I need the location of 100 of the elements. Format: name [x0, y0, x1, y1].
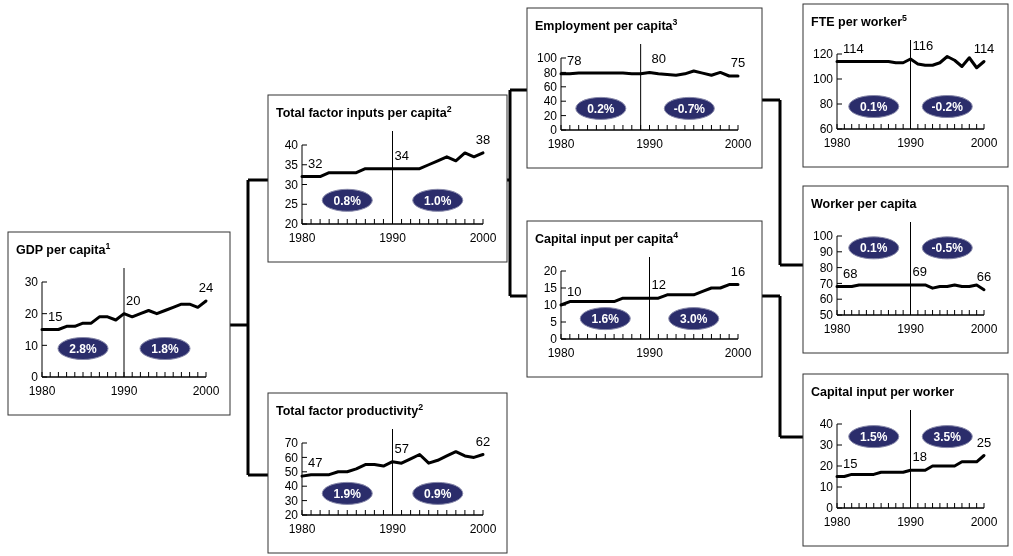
- chart-title: Capital input per worker: [811, 385, 955, 399]
- x-tick-label: 1980: [823, 515, 851, 529]
- chart-title: Total factor inputs per capita$^{2}$: [276, 104, 452, 120]
- y-tick-label: 10: [819, 480, 834, 495]
- x-tick-label: 1980: [823, 136, 851, 150]
- annotation: 25: [976, 434, 992, 450]
- annotation: 18: [912, 449, 927, 465]
- y-tick-label: 20: [543, 264, 558, 279]
- y-tick-label: 40: [543, 94, 558, 109]
- y-tick-label: 20: [284, 217, 299, 232]
- annotation: 1.0%: [424, 193, 452, 208]
- y-tick-label: 60: [819, 122, 834, 137]
- annotation: 1.9%: [333, 486, 362, 501]
- y-tick-label: 90: [819, 245, 834, 259]
- annotation: 66: [976, 268, 992, 284]
- annotation: 80: [651, 51, 666, 67]
- annotation: 1.8%: [151, 341, 179, 356]
- y-tick-label: 50: [819, 308, 834, 323]
- y-tick-label: 40: [284, 138, 299, 153]
- x-tick-label: 1980: [288, 522, 316, 536]
- y-tick-label: 0: [826, 501, 834, 516]
- chart-title: GDP per capita$^{1}$: [16, 241, 111, 257]
- x-tick-label: 1980: [28, 384, 56, 398]
- y-tick-label: 30: [284, 177, 299, 192]
- x-tick-label: 1990: [897, 322, 925, 336]
- annotation: -0.2%: [931, 99, 964, 114]
- y-tick-label: 80: [819, 260, 834, 275]
- annotation: 114: [843, 40, 864, 56]
- y-tick-label: 20: [24, 306, 39, 321]
- x-tick-label: 2000: [724, 346, 752, 360]
- x-tick-label: 2000: [469, 522, 497, 536]
- x-tick-label: 1990: [110, 384, 138, 398]
- y-tick-label: 15: [543, 281, 558, 296]
- annotation: 15: [843, 455, 858, 471]
- x-tick-label: 1980: [823, 322, 851, 336]
- x-tick-label: 1990: [636, 137, 664, 151]
- annotation: 15: [48, 308, 63, 324]
- chart-title: FTE per worker$^{5}$: [811, 13, 907, 29]
- y-tick-label: 80: [819, 97, 834, 112]
- annotation: 0.1%: [860, 241, 888, 256]
- annotation: 0.8%: [333, 193, 362, 208]
- annotation: 1.5%: [860, 429, 888, 444]
- x-tick-label: 2000: [970, 136, 998, 150]
- x-tick-label: 2000: [192, 384, 220, 398]
- x-tick-label: 1990: [379, 231, 407, 245]
- chart-title: Worker per capita: [811, 197, 918, 211]
- y-tick-label: 20: [284, 508, 299, 523]
- y-tick-label: 100: [536, 51, 558, 66]
- x-tick-label: 1980: [547, 346, 575, 360]
- y-tick-label: 0: [550, 332, 558, 347]
- annotation: 116: [912, 38, 934, 53]
- annotation: 12: [651, 277, 666, 293]
- annotation: 10: [567, 284, 582, 299]
- y-tick-label: 5: [550, 315, 558, 330]
- y-tick-label: 60: [543, 80, 558, 94]
- y-tick-label: 0: [550, 123, 558, 138]
- chart-title: Total factor productivity$^{2}$: [276, 402, 424, 418]
- x-tick-label: 1990: [897, 515, 925, 529]
- y-tick-label: 20: [543, 108, 558, 123]
- annotation: 0.1%: [860, 99, 888, 114]
- annotation: 78: [567, 52, 582, 68]
- annotation: -0.7%: [673, 101, 706, 116]
- annotation: 20: [126, 292, 141, 308]
- y-tick-label: 70: [284, 436, 299, 451]
- x-tick-label: 2000: [469, 231, 497, 245]
- annotation: 38: [475, 131, 491, 147]
- annotation: -0.5%: [931, 241, 964, 256]
- chart-title: Employment per capita$^{3}$: [535, 17, 678, 33]
- annotation: 75: [730, 55, 746, 70]
- y-tick-label: 10: [24, 338, 39, 353]
- y-tick-label: 30: [24, 275, 39, 290]
- annotation: 0.2%: [587, 101, 615, 116]
- y-tick-label: 40: [819, 417, 834, 432]
- y-tick-label: 30: [819, 438, 834, 453]
- y-tick-label: 10: [543, 298, 558, 313]
- chart-title: Capital input per capita$^{4}$: [535, 230, 679, 246]
- annotation: 114: [973, 40, 995, 56]
- annotation: 68: [843, 265, 858, 281]
- y-tick-label: 40: [284, 479, 299, 494]
- annotation: 34: [394, 147, 409, 163]
- annotation: 3.0%: [680, 311, 708, 326]
- x-tick-label: 1980: [288, 231, 316, 245]
- annotation: 1.6%: [591, 311, 620, 326]
- annotation: 32: [308, 155, 323, 171]
- y-tick-label: 60: [819, 292, 834, 307]
- x-tick-label: 1990: [636, 346, 664, 360]
- annotation: 0.9%: [424, 486, 452, 501]
- y-tick-label: 120: [812, 47, 834, 62]
- x-tick-label: 2000: [724, 137, 752, 151]
- y-tick-label: 70: [819, 276, 834, 291]
- x-tick-label: 1990: [897, 136, 925, 150]
- annotation: 47: [308, 455, 323, 471]
- x-tick-label: 1980: [547, 137, 575, 151]
- annotation: 3.5%: [933, 429, 962, 444]
- y-tick-label: 100: [812, 229, 834, 244]
- annotation: 69: [912, 263, 927, 279]
- x-tick-label: 2000: [970, 322, 998, 336]
- x-tick-label: 2000: [970, 515, 998, 529]
- y-tick-label: 25: [284, 197, 299, 212]
- x-tick-label: 1990: [379, 522, 407, 536]
